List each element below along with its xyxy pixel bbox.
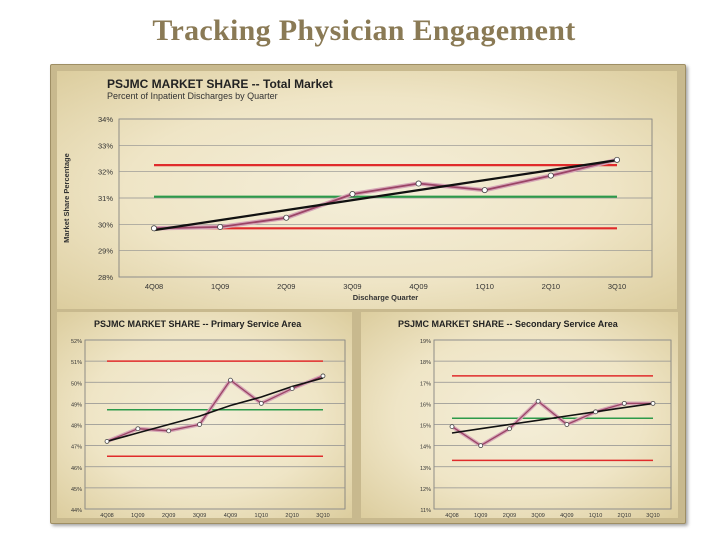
y-tick-label: 44% (71, 508, 82, 514)
data-point (614, 156, 621, 163)
data-point (481, 187, 488, 194)
x-tick-label: 2Q10 (618, 513, 631, 518)
trend-line (451, 402, 654, 434)
y-tick-label: 12% (420, 487, 431, 493)
x-tick-label: 1Q09 (474, 513, 487, 518)
data-point (151, 225, 158, 232)
y-tick-label: 47% (71, 445, 82, 451)
x-tick-label: 3Q10 (316, 513, 329, 518)
total-market-chart: PSJMC MARKET SHARE -- Total Market Perce… (57, 71, 677, 309)
x-tick-label: 4Q08 (100, 513, 113, 518)
data-point (104, 438, 110, 444)
y-tick-label: 34% (98, 115, 113, 124)
chart-title: PSJMC MARKET SHARE -- Total Market (107, 77, 333, 91)
data-point (135, 426, 141, 432)
x-tick-label: 2Q09 (162, 513, 175, 518)
y-tick-label: 29% (98, 247, 113, 256)
data-point (197, 422, 202, 427)
y-tick-label: 13% (420, 466, 431, 472)
y-tick-label: 50% (71, 381, 82, 387)
data-point (507, 426, 512, 432)
secondary-service-area-chart: PSJMC MARKET SHARE -- Secondary Service … (361, 312, 678, 518)
data-point (228, 377, 233, 383)
y-tick-label: 15% (420, 424, 431, 430)
x-tick-label: 1Q10 (255, 513, 268, 518)
slide-title: Tracking Physician Engagement (152, 14, 576, 47)
data-point (478, 443, 484, 449)
y-tick-label: 11% (420, 508, 431, 514)
data-point (593, 409, 598, 415)
chart-title: PSJMC MARKET SHARE -- Secondary Service … (398, 319, 618, 329)
actual-series-band (106, 374, 324, 444)
y-tick-label: 32% (98, 168, 113, 177)
y-tick-label: 31% (98, 194, 113, 203)
x-tick-label: 4Q09 (560, 513, 573, 518)
data-point (621, 400, 627, 406)
data-point (258, 400, 264, 406)
actual-series-line (451, 400, 653, 447)
x-tick-label: 2Q10 (285, 513, 298, 518)
x-tick-label: 4Q09 (409, 282, 427, 291)
y-tick-label: 51% (71, 360, 82, 366)
x-tick-label: 2Q09 (503, 513, 516, 518)
data-point (415, 180, 422, 187)
x-tick-label: 3Q09 (343, 282, 361, 291)
trend-line (153, 159, 618, 232)
data-point (166, 428, 172, 434)
y-tick-label: 52% (71, 339, 82, 345)
y-tick-label: 14% (420, 445, 431, 451)
total-market-plot: 28% 29% 30% 31% 32% 33% 34% 4Q08 1Q09 2Q09 3Q09 4Q0… (62, 115, 653, 302)
primary-service-area-plot: 44% 45% 46% 47% 48% 49% 50% 51% 52% 4Q08 1Q09 2Q09 3… (71, 339, 346, 518)
actual-series-line (106, 375, 324, 443)
x-tick-label: 3Q10 (608, 282, 626, 291)
x-tick-label: 4Q08 (445, 513, 458, 518)
y-tick-label: 33% (98, 141, 113, 150)
data-point (535, 398, 541, 404)
primary-service-area-chart: PSJMC MARKET SHARE -- Primary Service Ar… (57, 312, 352, 518)
x-tick-label: 4Q08 (145, 282, 163, 291)
y-tick-label: 45% (71, 487, 82, 493)
data-point (283, 214, 290, 221)
x-tick-label: 3Q09 (531, 513, 544, 518)
data-point (320, 373, 326, 379)
chart-title: PSJMC MARKET SHARE -- Primary Service Ar… (94, 319, 302, 329)
x-tick-label: 1Q10 (476, 282, 494, 291)
x-tick-label: 1Q09 (131, 513, 144, 518)
chart-frame: PSJMC MARKET SHARE -- Total Market Perce… (50, 64, 686, 524)
y-tick-label: 46% (71, 466, 82, 472)
y-tick-label: 49% (71, 402, 82, 408)
x-tick-label: 3Q10 (646, 513, 659, 518)
actual-series-line (153, 158, 618, 230)
x-tick-label: 1Q10 (589, 513, 602, 518)
x-tick-label: 2Q09 (277, 282, 295, 291)
x-axis-label: Discharge Quarter (353, 293, 419, 302)
x-tick-label: 2Q10 (542, 282, 560, 291)
secondary-service-area-plot: 11% 12% 13% 14% 15% 16% 17% 18% 19% 4Q08 1Q09 2Q09 3… (420, 339, 672, 518)
data-point (217, 223, 224, 230)
y-tick-label: 16% (420, 402, 431, 408)
y-axis-label: Market Share Percentage (62, 153, 71, 243)
data-point (564, 422, 570, 427)
y-tick-label: 17% (420, 381, 431, 387)
data-point (449, 424, 455, 430)
y-tick-label: 48% (71, 424, 82, 430)
x-tick-label: 3Q09 (193, 513, 206, 518)
data-point (547, 172, 554, 179)
x-tick-label: 1Q09 (211, 282, 229, 291)
chart-subtitle: Percent of Inpatient Discharges by Quart… (107, 91, 278, 101)
trend-line (106, 377, 324, 443)
data-point (289, 386, 295, 391)
y-tick-label: 30% (98, 220, 113, 229)
x-tick-label: 4Q09 (224, 513, 237, 518)
data-point (349, 191, 356, 198)
y-tick-label: 28% (98, 273, 113, 282)
data-point (650, 400, 656, 406)
y-tick-label: 18% (420, 360, 431, 366)
y-tick-label: 19% (420, 339, 431, 345)
